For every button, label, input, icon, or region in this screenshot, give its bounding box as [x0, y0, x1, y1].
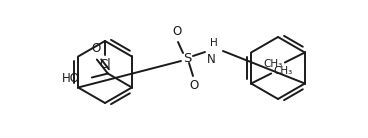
Text: O: O	[190, 79, 199, 92]
Text: H: H	[210, 38, 218, 48]
Text: Cl: Cl	[99, 58, 111, 71]
Text: CH₃: CH₃	[263, 59, 283, 70]
Text: N: N	[207, 53, 216, 66]
Text: HO: HO	[62, 72, 80, 85]
Text: S: S	[183, 51, 191, 64]
Text: O: O	[91, 42, 100, 55]
Text: CH₃: CH₃	[273, 67, 293, 76]
Text: O: O	[172, 25, 182, 38]
